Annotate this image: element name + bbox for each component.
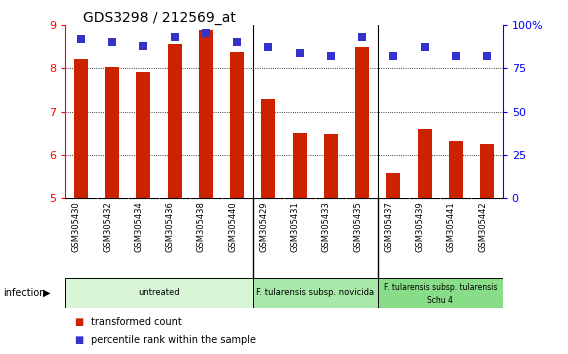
Point: [264, 45, 273, 50]
Bar: [386, 173, 400, 198]
Text: GSM305435: GSM305435: [353, 201, 362, 252]
Text: GSM305442: GSM305442: [478, 201, 487, 252]
Bar: [449, 141, 463, 198]
Point: [389, 53, 398, 59]
Text: ■: ■: [74, 317, 83, 327]
Text: F. tularensis subsp. novicida: F. tularensis subsp. novicida: [256, 289, 374, 297]
Point: [202, 30, 211, 36]
Text: GSM305434: GSM305434: [135, 201, 144, 252]
Text: GSM305437: GSM305437: [385, 201, 393, 252]
Text: GSM305438: GSM305438: [197, 201, 206, 252]
Text: percentile rank within the sample: percentile rank within the sample: [91, 335, 256, 345]
Text: ▶: ▶: [43, 288, 51, 298]
Bar: [293, 133, 307, 198]
Bar: [480, 144, 494, 198]
Point: [108, 39, 117, 45]
Text: untreated: untreated: [138, 289, 180, 297]
Point: [233, 39, 242, 45]
Bar: [105, 67, 119, 198]
Bar: [324, 134, 338, 198]
Text: Schu 4: Schu 4: [427, 296, 453, 305]
Text: GSM305432: GSM305432: [103, 201, 112, 252]
Point: [139, 43, 148, 48]
Text: GSM305429: GSM305429: [260, 201, 268, 252]
Bar: [253, 278, 378, 308]
Point: [170, 34, 179, 40]
Text: GSM305439: GSM305439: [416, 201, 424, 252]
Bar: [74, 59, 88, 198]
Bar: [230, 52, 244, 198]
Text: GSM305436: GSM305436: [166, 201, 175, 252]
Bar: [378, 278, 503, 308]
Text: GSM305431: GSM305431: [291, 201, 300, 252]
Text: ■: ■: [74, 335, 83, 345]
Bar: [168, 44, 182, 198]
Bar: [136, 73, 151, 198]
Bar: [65, 278, 253, 308]
Point: [451, 53, 460, 59]
Point: [295, 50, 304, 55]
Text: GSM305433: GSM305433: [322, 201, 331, 252]
Bar: [355, 47, 369, 198]
Text: GDS3298 / 212569_at: GDS3298 / 212569_at: [82, 11, 236, 25]
Point: [483, 53, 492, 59]
Point: [420, 45, 429, 50]
Bar: [199, 30, 213, 198]
Point: [326, 53, 335, 59]
Text: transformed count: transformed count: [91, 317, 182, 327]
Text: GSM305440: GSM305440: [228, 201, 237, 252]
Text: F. tularensis subsp. tularensis: F. tularensis subsp. tularensis: [383, 283, 497, 292]
Point: [76, 36, 86, 41]
Text: infection: infection: [3, 288, 45, 298]
Text: GSM305441: GSM305441: [447, 201, 456, 252]
Bar: [261, 99, 275, 198]
Bar: [417, 129, 432, 198]
Text: GSM305430: GSM305430: [72, 201, 81, 252]
Point: [358, 34, 367, 40]
